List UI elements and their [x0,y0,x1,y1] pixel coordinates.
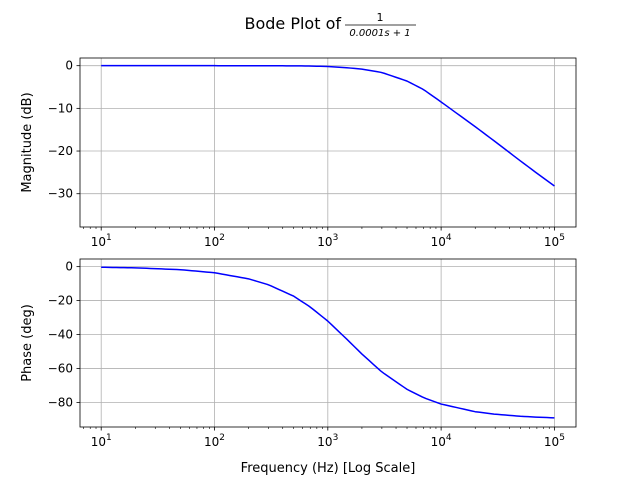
magnitude-ytick-label: −10 [48,101,73,115]
phase-subplot: 101 102 103 104 105 0 −20 −40 −60 −80 Phase (deg)… [20,258,577,476]
phase-ticks: 101 102 103 104 105 0 −20 −40 −60 −80 [48,260,565,449]
phase-ytick-label: −80 [48,395,73,409]
phase-ytick-label: −40 [48,328,73,342]
magnitude-xtick-label: 103 [317,233,338,249]
phase-xtick-label: 104 [431,433,452,449]
phase-xtick-label: 102 [204,433,225,449]
phase-xtick-label: 103 [317,433,338,449]
magnitude-series-line [101,64,555,187]
magnitude-subplot: 101 102 103 104 105 0 −10 −20 −30 Magnitude (dB) [20,57,577,249]
phase-ylabel: Phase (deg) [20,304,35,382]
magnitude-xtick-label: 101 [91,233,112,249]
magnitude-data [101,64,555,187]
frequency-xlabel: Frequency (Hz) [Log Scale] [241,461,416,476]
magnitude-xtick-label: 105 [544,233,565,249]
magnitude-ylabel: Magnitude (dB) [20,92,35,192]
magnitude-ytick-label: −30 [48,187,73,201]
magnitude-ticks: 101 102 103 104 105 0 −10 −20 −30 [48,59,565,249]
phase-ytick-label: −20 [48,294,73,308]
phase-series-line [101,266,555,419]
magnitude-ytick-label: 0 [65,59,73,73]
phase-grid [80,259,576,427]
figure-title-prefix: Bode Plot of [244,14,341,33]
title-numerator: 1 [377,11,384,24]
magnitude-ytick-label: −20 [48,144,73,158]
phase-xtick-label: 105 [544,433,565,449]
phase-xtick-label: 101 [91,433,112,449]
phase-data [101,266,555,419]
phase-ytick-label: 0 [65,260,73,274]
magnitude-xtick-label: 102 [204,233,225,249]
magnitude-xtick-label: 104 [431,233,452,249]
magnitude-grid [80,58,576,227]
phase-ytick-label: −60 [48,361,73,375]
title-denominator: 0.0001s + 1 [349,28,410,39]
